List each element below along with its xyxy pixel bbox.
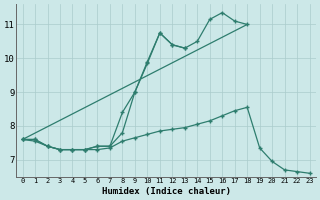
X-axis label: Humidex (Indice chaleur): Humidex (Indice chaleur) — [101, 187, 231, 196]
